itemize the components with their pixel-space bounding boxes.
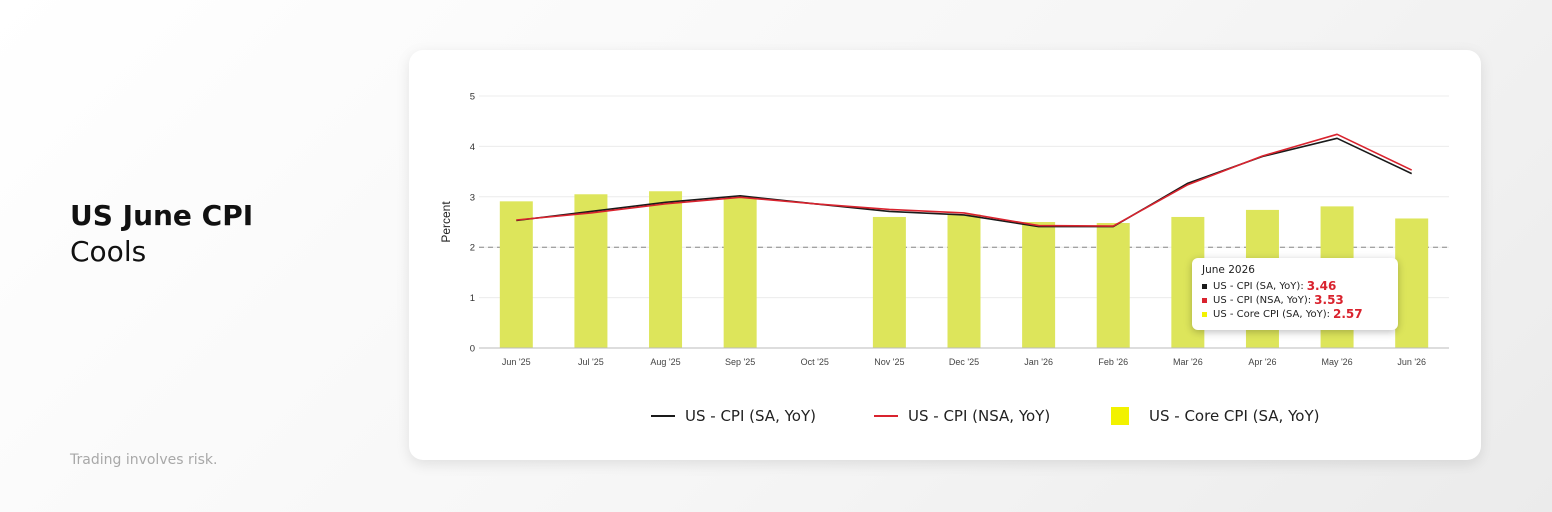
tooltip-series-marker bbox=[1202, 311, 1207, 317]
data-tooltip: June 2026 US - CPI (SA, YoY): 3.46 US - CP… bbox=[1192, 258, 1398, 330]
y-tick-label: 2 bbox=[470, 243, 475, 254]
x-tick-label: Mar '26 bbox=[1173, 357, 1203, 367]
tooltip-series-marker bbox=[1202, 283, 1207, 289]
x-tick-label: Oct '25 bbox=[801, 357, 829, 367]
tooltip-series-marker bbox=[1202, 297, 1207, 303]
bar-core-cpi bbox=[872, 216, 906, 348]
headline-regular: Cools bbox=[70, 235, 147, 268]
x-tick-label: Sep '25 bbox=[725, 357, 755, 367]
tooltip-title: June 2026 bbox=[1202, 264, 1255, 276]
y-tick-label: 0 bbox=[470, 344, 475, 355]
legend-label: US - CPI (NSA, YoY) bbox=[908, 407, 1051, 425]
tooltip-row: US - CPI (SA, YoY): 3.46 bbox=[1202, 279, 1388, 293]
tooltip-series-label: US - Core CPI (SA, YoY): bbox=[1213, 308, 1331, 320]
tooltip-row: US - CPI (NSA, YoY): 3.53 bbox=[1202, 293, 1388, 307]
headline-bold: US June CPI bbox=[70, 199, 254, 232]
bar-core-cpi bbox=[1096, 223, 1130, 348]
axes: 0 1 2 3 4 5 Jun '25 Jul '25 Aug '25 Sep '25 Oct '2… bbox=[470, 92, 1449, 367]
y-tick-label: 5 bbox=[470, 92, 475, 103]
y-axis-label: Percent bbox=[439, 201, 453, 243]
line-cpi-nsa bbox=[516, 133, 1413, 227]
tooltip-row: US - Core CPI (SA, YoY): 2.57 bbox=[1202, 307, 1388, 321]
bar-core-cpi bbox=[574, 194, 608, 348]
legend-item[interactable]: US - CPI (NSA, YoY) bbox=[874, 404, 1050, 428]
headline: US June CPI Cools bbox=[70, 198, 253, 270]
tooltip-series-value: 2.57 bbox=[1333, 307, 1363, 321]
legend-label: US - Core CPI (SA, YoY) bbox=[1149, 407, 1320, 425]
tooltip-series-label: US - CPI (NSA, YoY): bbox=[1213, 294, 1312, 306]
x-tick-label: May '26 bbox=[1321, 357, 1352, 367]
tooltip-series-label: US - CPI (SA, YoY): bbox=[1213, 280, 1304, 292]
cpi-chart: 0 1 2 3 4 5 Jun '25 Jul '25 Aug '25 Sep '25 Oct '2… bbox=[439, 92, 1449, 367]
x-tick-label: Feb '26 bbox=[1098, 357, 1128, 367]
x-tick-label: Nov '25 bbox=[874, 357, 904, 367]
y-tick-label: 4 bbox=[470, 142, 475, 153]
x-tick-label: Jun '26 bbox=[1397, 357, 1426, 367]
risk-disclaimer: Trading involves risk. bbox=[70, 452, 218, 468]
x-tick-label: Jun '25 bbox=[502, 357, 531, 367]
x-tick-label: Apr '26 bbox=[1248, 357, 1276, 367]
x-tick-label: Jul '25 bbox=[578, 357, 604, 367]
line-series bbox=[516, 133, 1413, 228]
chart-legend: US - CPI (SA, YoY) US - CPI (NSA, YoY) US … bbox=[409, 404, 1481, 428]
x-tick-label: Aug '25 bbox=[650, 357, 680, 367]
legend-item[interactable]: US - CPI (SA, YoY) bbox=[651, 404, 816, 428]
legend-line-swatch bbox=[874, 415, 898, 417]
legend-line-swatch bbox=[651, 415, 675, 417]
x-tick-label: Dec '25 bbox=[949, 357, 979, 367]
tooltip-series-value: 3.46 bbox=[1306, 279, 1337, 293]
bar-core-cpi bbox=[1022, 222, 1056, 348]
bar-core-cpi bbox=[723, 196, 757, 348]
y-tick-label: 3 bbox=[470, 192, 475, 203]
bar-core-cpi bbox=[947, 214, 981, 348]
bar-core-cpi bbox=[499, 201, 533, 348]
tooltip-series-value: 3.53 bbox=[1314, 293, 1344, 307]
legend-label: US - CPI (SA, YoY) bbox=[685, 407, 816, 425]
bar-core-cpi bbox=[649, 191, 683, 348]
x-tick-label: Jan '26 bbox=[1024, 357, 1053, 367]
chart-card: 0 1 2 3 4 5 Jun '25 Jul '25 Aug '25 Sep '25 Oct '2… bbox=[409, 50, 1481, 460]
y-tick-label: 1 bbox=[470, 293, 475, 304]
legend-item[interactable]: US - Core CPI (SA, YoY) bbox=[1111, 404, 1319, 428]
bar-core-cpi bbox=[1395, 218, 1429, 348]
legend-square-swatch bbox=[1111, 407, 1129, 425]
